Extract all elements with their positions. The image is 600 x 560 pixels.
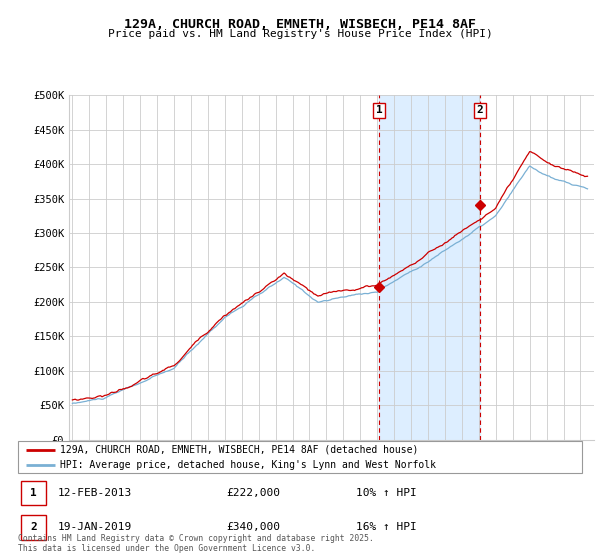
FancyBboxPatch shape [21,515,46,539]
Text: 16% ↑ HPI: 16% ↑ HPI [356,522,417,533]
Text: Contains HM Land Registry data © Crown copyright and database right 2025.
This d: Contains HM Land Registry data © Crown c… [18,534,374,553]
Text: 19-JAN-2019: 19-JAN-2019 [58,522,132,533]
Bar [379,95,479,440]
Text: 129A, CHURCH ROAD, EMNETH, WISBECH, PE14 8AF: 129A, CHURCH ROAD, EMNETH, WISBECH, PE14… [124,18,476,31]
Text: £340,000: £340,000 [227,522,281,533]
Text: Price paid vs. HM Land Registry's House Price Index (HPI): Price paid vs. HM Land Registry's House … [107,29,493,39]
Text: 1: 1 [376,105,382,115]
Text: 12-FEB-2013: 12-FEB-2013 [58,488,132,498]
Text: 2: 2 [476,105,483,115]
Text: 2: 2 [30,522,37,533]
FancyBboxPatch shape [18,441,582,473]
Text: 129A, CHURCH ROAD, EMNETH, WISBECH, PE14 8AF (detached house): 129A, CHURCH ROAD, EMNETH, WISBECH, PE14… [60,445,419,455]
FancyBboxPatch shape [21,480,46,505]
Text: 10% ↑ HPI: 10% ↑ HPI [356,488,417,498]
Text: 1: 1 [30,488,37,498]
Text: £222,000: £222,000 [227,488,281,498]
Text: HPI: Average price, detached house, King's Lynn and West Norfolk: HPI: Average price, detached house, King… [60,460,436,470]
